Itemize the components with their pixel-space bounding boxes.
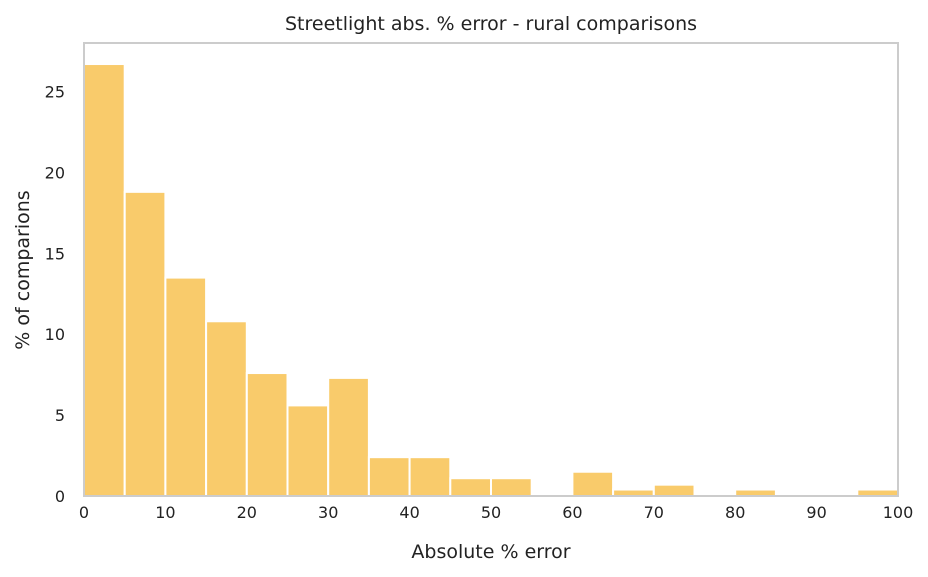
histogram-bar-35-40 [367,456,411,497]
plot-frame [83,42,899,497]
histogram-bar-15-20 [205,320,248,497]
histogram-bar-0-5 [83,63,126,498]
x-tick-label: 80 [725,503,745,522]
x-tick-label: 60 [562,503,582,522]
histogram-bar-25-30 [286,404,330,497]
x-tick-label: 50 [481,503,501,522]
y-tick-label: 5 [55,406,65,425]
y-tick-label: 20 [45,163,65,182]
histogram-bar-20-25 [245,372,289,497]
x-tick-label: 70 [644,503,664,522]
x-tick-label: 30 [318,503,338,522]
y-tick-label: 10 [45,325,65,344]
y-tick-label: 0 [55,487,65,506]
bars-group [83,63,899,498]
histogram-bar-45-50 [449,477,492,498]
chart-title: Streetlight abs. % error - rural compari… [285,13,697,35]
histogram-bar-30-35 [327,376,370,497]
x-tick-label: 40 [399,503,419,522]
x-tick-labels: 0 10 20 30 40 50 60 70 80 90 100 [79,503,913,522]
histogram-bar-60-65 [571,470,615,498]
histogram-bar-5-10 [123,190,167,497]
histogram-bar-10-15 [164,276,208,498]
x-tick-label: 90 [806,503,826,522]
x-axis-label: Absolute % error [411,541,570,563]
x-tick-label: 100 [883,503,914,522]
histogram-bar-40-45 [408,456,452,497]
y-tick-label: 25 [45,83,65,102]
x-tick-label: 20 [237,503,257,522]
y-tick-label: 15 [45,244,65,263]
y-axis-label: % of comparions [12,190,34,349]
histogram-bar-70-75 [652,483,696,497]
y-tick-labels: 0 5 10 15 20 25 [45,83,65,506]
x-tick-label: 10 [155,503,175,522]
histogram-bar-50-55 [490,477,533,498]
x-tick-label: 0 [79,503,89,522]
